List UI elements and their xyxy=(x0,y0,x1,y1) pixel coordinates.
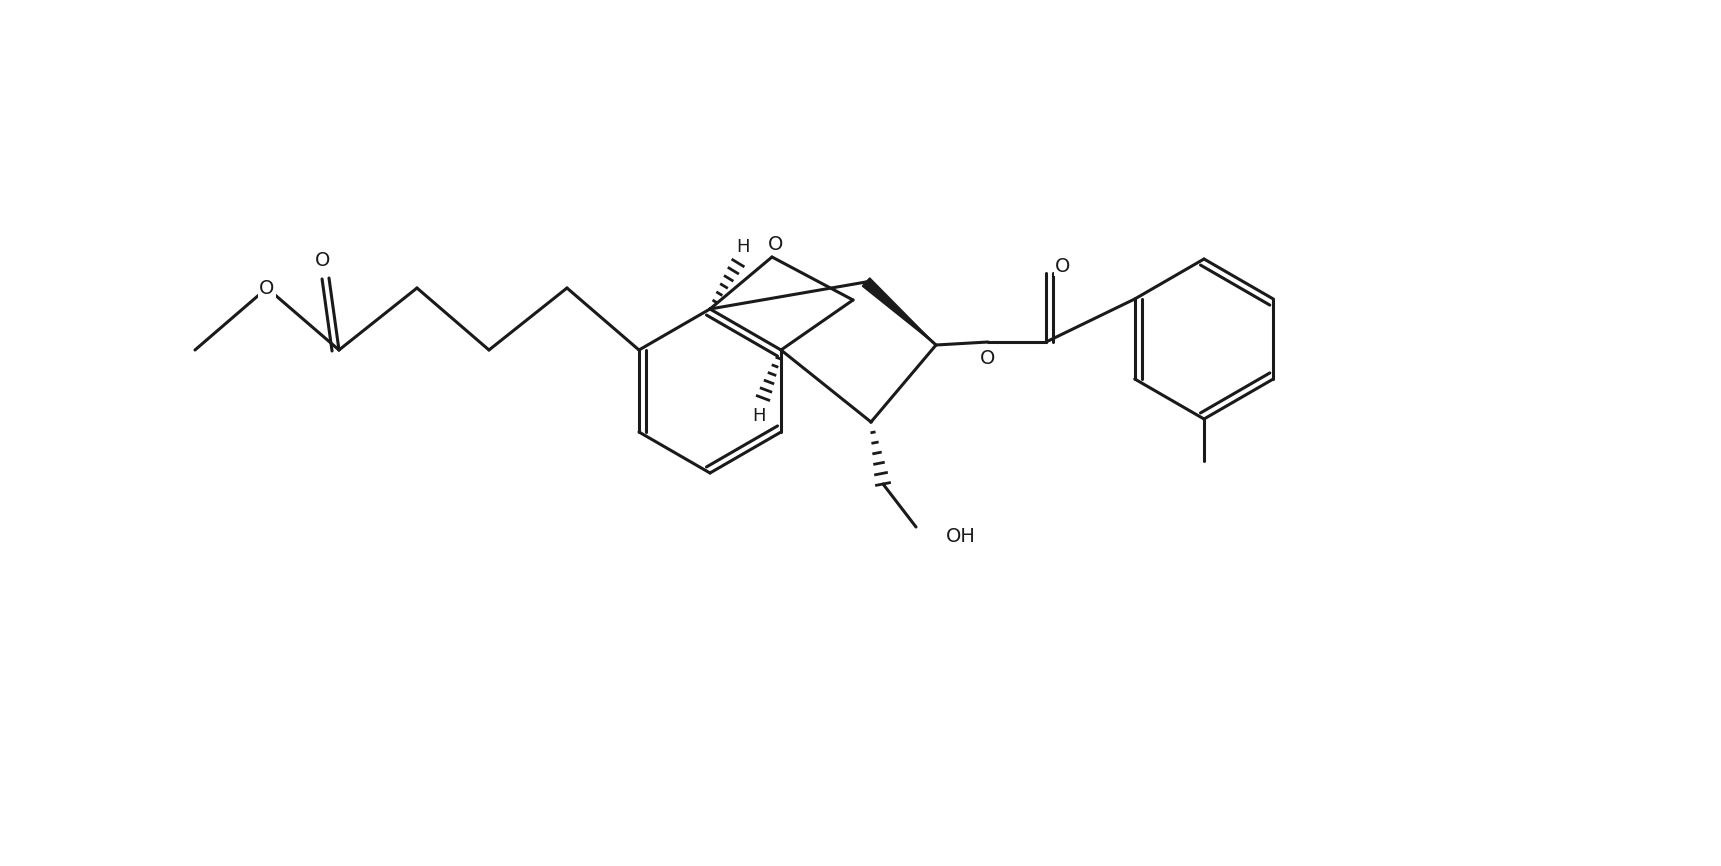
Text: H: H xyxy=(752,407,766,425)
Text: OH: OH xyxy=(947,527,976,546)
Text: O: O xyxy=(315,251,330,270)
Text: O: O xyxy=(1055,256,1070,275)
Text: O: O xyxy=(981,350,996,369)
Text: O: O xyxy=(260,279,275,298)
Polygon shape xyxy=(862,278,936,345)
Text: O: O xyxy=(768,235,783,254)
Text: H: H xyxy=(737,238,750,256)
